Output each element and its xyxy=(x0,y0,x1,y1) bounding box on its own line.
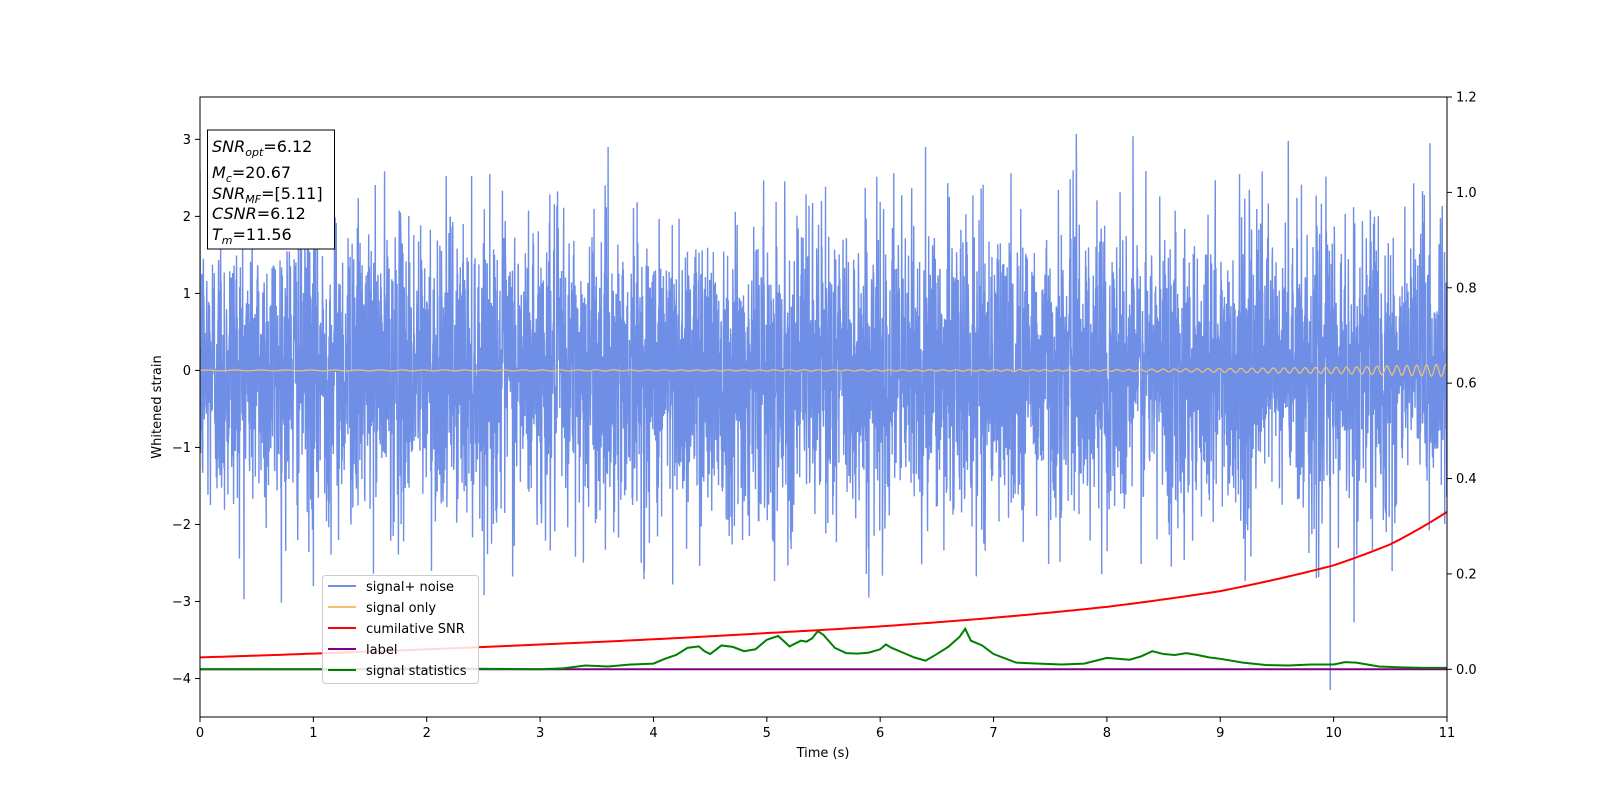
y2-tick-label: 0.8 xyxy=(1456,281,1477,296)
legend-label-signal-only: signal only xyxy=(366,601,436,616)
series-signal-only xyxy=(200,363,1447,378)
y-tick-label: −2 xyxy=(172,518,191,533)
plot-frame xyxy=(199,96,1448,718)
annotation-frame xyxy=(207,129,335,250)
x-tick-label: 2 xyxy=(423,726,431,741)
y-axis-left: −4 −3 −2 −1 0 1 2 3 xyxy=(172,133,200,687)
legend-frame xyxy=(322,575,479,684)
y-axis-right: 0.0 0.2 0.4 0.6 0.8 1.0 1.2 xyxy=(1447,91,1477,678)
y-tick-label: −1 xyxy=(172,441,191,456)
x-tick-label: 11 xyxy=(1439,726,1456,741)
x-tick-label: 6 xyxy=(876,726,884,741)
y2-tick-label: 1.2 xyxy=(1456,91,1477,106)
annotation-snr-opt: SNRopt=6.12 xyxy=(212,137,312,159)
x-tick-label: 9 xyxy=(1216,726,1224,741)
y-tick-label: 2 xyxy=(183,210,191,225)
x-tick-label: 3 xyxy=(536,726,544,741)
series-signal-statistics xyxy=(200,626,1447,671)
y2-tick-label: 0.4 xyxy=(1456,472,1477,487)
x-tick-label: 7 xyxy=(989,726,997,741)
x-tick-label: 5 xyxy=(763,726,771,741)
legend-label-label: label xyxy=(366,643,397,658)
annotation-mc: Mc=20.67 xyxy=(212,163,291,185)
series-signal-noise xyxy=(200,133,1447,691)
x-tick-label: 8 xyxy=(1103,726,1111,741)
y-tick-label: 1 xyxy=(183,287,191,302)
x-tick-label: 10 xyxy=(1325,726,1342,741)
y-tick-label: 3 xyxy=(183,133,191,148)
y-tick-label: 0 xyxy=(183,364,191,379)
legend-label-cumulative-snr: cumilative SNR xyxy=(366,622,465,637)
legend-label-signal-noise: signal+ noise xyxy=(366,580,454,595)
x-tick-label: 0 xyxy=(196,726,204,741)
annotation-csnr: CSNR=6.12 xyxy=(212,204,306,223)
y-tick-label: −3 xyxy=(172,595,191,610)
y2-tick-label: 0.6 xyxy=(1456,377,1477,392)
y2-tick-label: 0.0 xyxy=(1456,663,1477,678)
y-tick-label: −4 xyxy=(172,672,191,687)
legend-label-signal-statistics: signal statistics xyxy=(366,664,467,679)
legend: signal+ noise signal only cumilative SNR… xyxy=(322,575,479,684)
x-axis-label: Time (s) xyxy=(796,746,850,761)
y2-tick-label: 1.0 xyxy=(1456,186,1477,201)
annotation-box: SNRopt=6.12 Mc=20.67 SNRMF=[5.11] CSNR=6… xyxy=(207,129,335,250)
y-axis-label: Whitened strain xyxy=(150,355,165,458)
annotation-snr-mf: SNRMF=[5.11] xyxy=(212,184,323,206)
y2-tick-label: 0.2 xyxy=(1456,567,1477,582)
annotation-tm: Tm=11.56 xyxy=(212,225,292,247)
x-tick-label: 4 xyxy=(649,726,657,741)
x-axis: 0 1 2 3 4 5 6 7 8 9 10 11 xyxy=(196,717,1455,741)
x-tick-label: 1 xyxy=(309,726,317,741)
